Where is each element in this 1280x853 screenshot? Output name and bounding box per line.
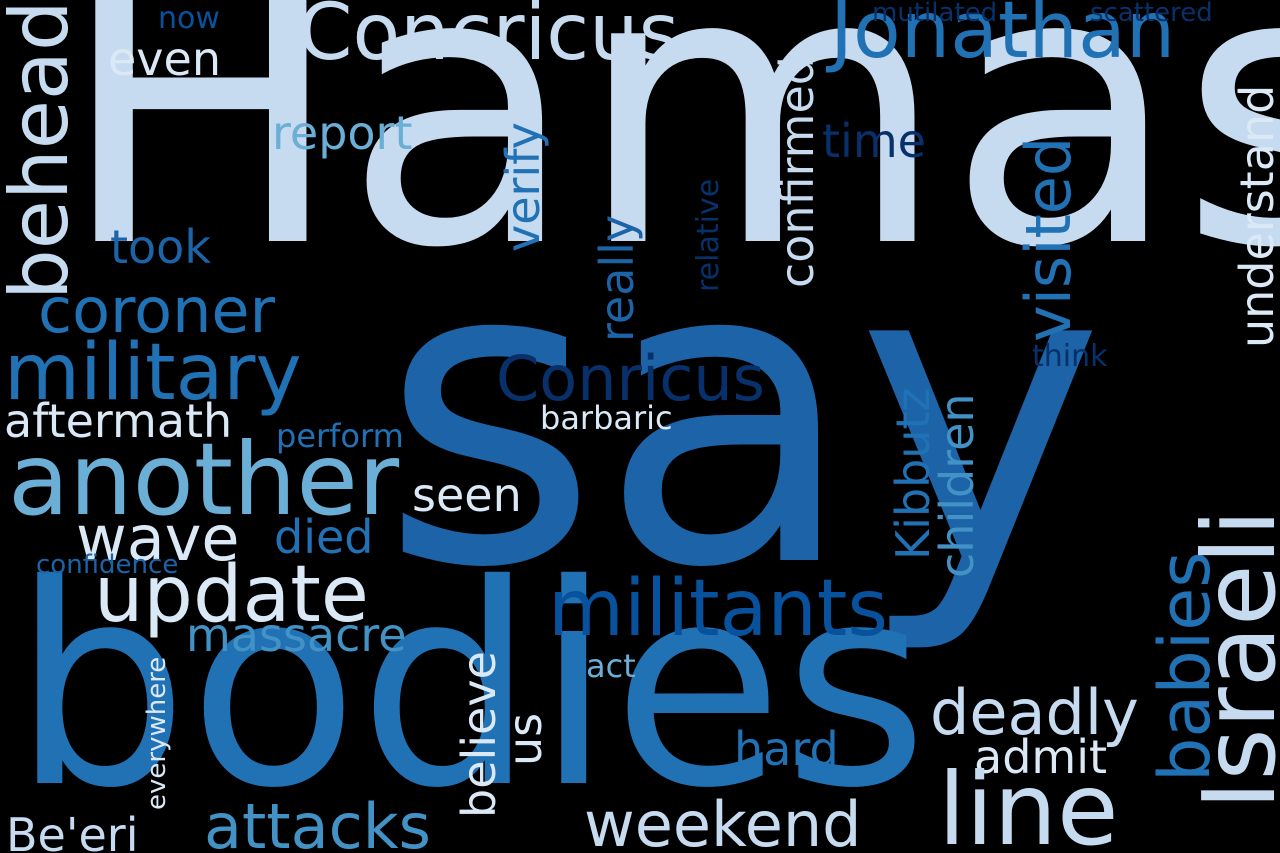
word-visited: visited xyxy=(1012,136,1085,342)
word-believe: believe xyxy=(452,651,506,818)
word-beeri: Be'eri xyxy=(6,808,139,853)
word-behead: behead xyxy=(0,0,86,300)
word-children: children xyxy=(930,393,984,578)
word-coroner: coroner xyxy=(38,274,276,347)
word-deadly: deadly xyxy=(930,676,1139,749)
word-really: really xyxy=(590,214,644,342)
word-wave: wave xyxy=(76,502,240,575)
word-another: another xyxy=(8,421,400,538)
word-barbaric: barbaric xyxy=(540,399,673,437)
word-us: us xyxy=(498,712,552,766)
word-relative: relative xyxy=(691,178,726,292)
word-now: now xyxy=(158,1,220,36)
word-concricus: Concricus xyxy=(298,0,680,78)
word-israeli: Israeli xyxy=(1181,508,1280,810)
word-military: military xyxy=(4,328,302,418)
word-took: took xyxy=(110,220,211,274)
word-act: act xyxy=(586,647,636,685)
word-even: even xyxy=(108,32,221,86)
word-admit: admit xyxy=(974,730,1108,784)
word-died: died xyxy=(274,510,374,564)
word-say: say xyxy=(380,171,1105,660)
word-attacks: attacks xyxy=(204,790,431,853)
word-think: think xyxy=(1032,339,1108,374)
word-report: report xyxy=(272,106,413,160)
word-weekend: weekend xyxy=(584,788,862,853)
word-perform: perform xyxy=(276,417,404,455)
word-time: time xyxy=(822,114,926,168)
word-conricus: Conricus xyxy=(496,342,765,415)
word-scattered: scattered xyxy=(1090,0,1213,28)
word-verify: verify xyxy=(496,122,550,252)
word-update: update xyxy=(94,550,369,640)
word-everywhere: everywhere xyxy=(142,656,172,810)
word-line: line xyxy=(938,751,1119,853)
word-massacre: massacre xyxy=(186,608,407,662)
word-confidence: confidence xyxy=(36,550,179,580)
word-aftermath: aftermath xyxy=(4,394,233,448)
word-confirmed: confirmed xyxy=(770,56,824,288)
word-seen: seen xyxy=(412,468,522,522)
word-hamas: Hamas xyxy=(58,0,1280,331)
word-bodies: bodies xyxy=(12,525,929,849)
word-jonathan: Jonathan xyxy=(830,0,1176,76)
word-mutilated: mutilated xyxy=(872,0,998,28)
word-hard: hard xyxy=(734,722,839,776)
word-understand: understand xyxy=(1230,84,1280,348)
word-militants: militants xyxy=(548,564,889,654)
